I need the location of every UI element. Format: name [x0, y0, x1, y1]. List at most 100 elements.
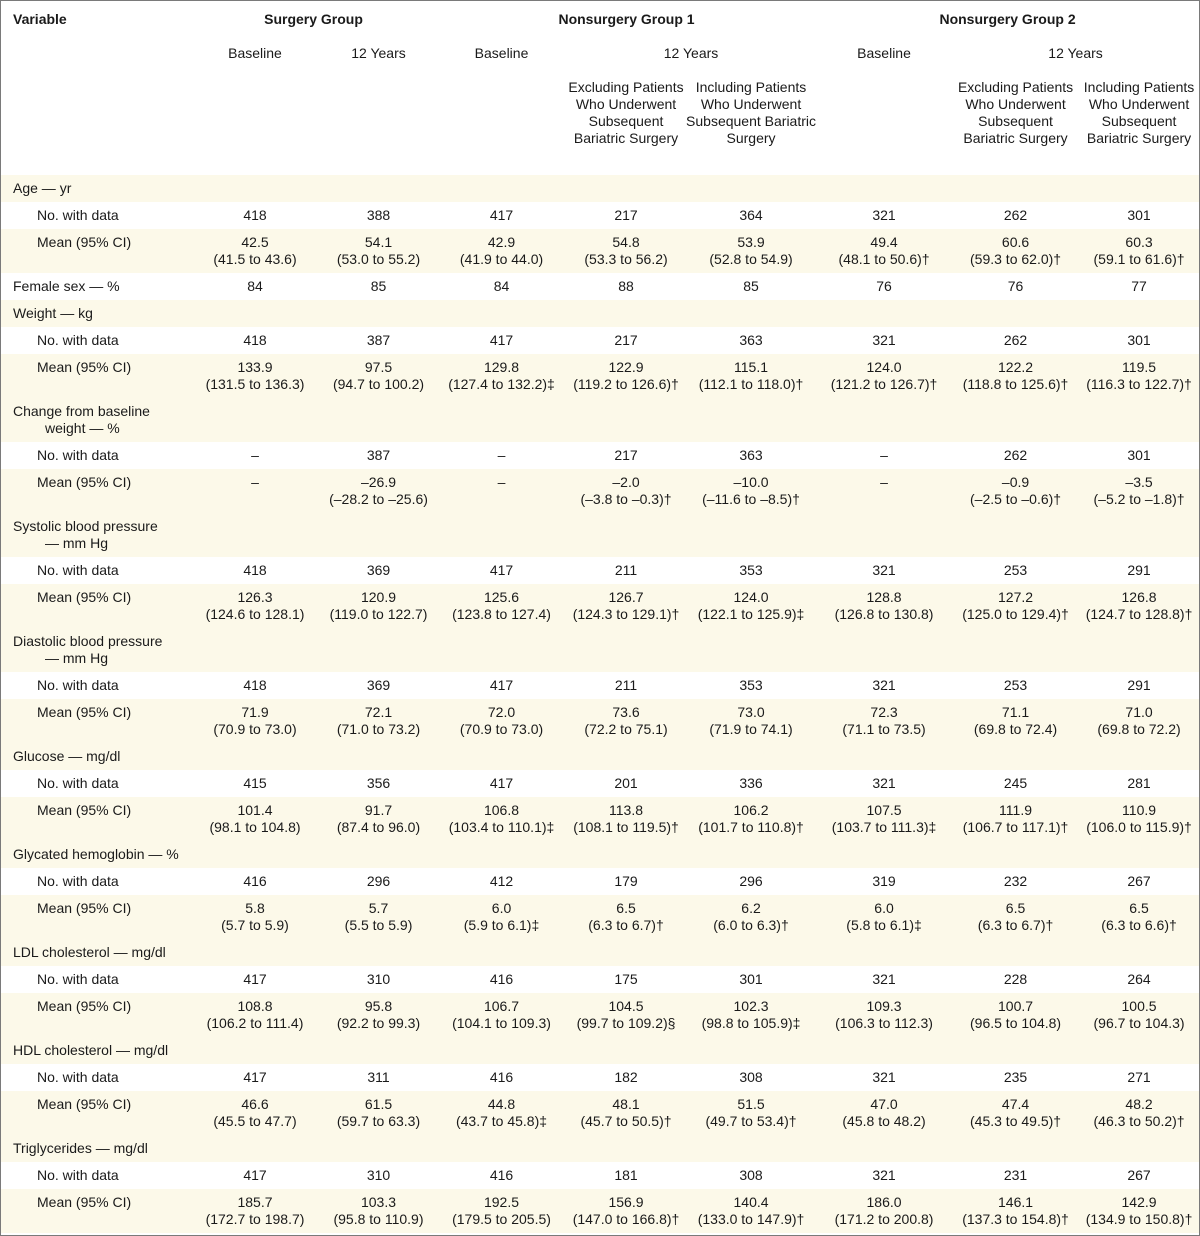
table-cell — [1079, 1135, 1200, 1162]
mean-value: 185.7 — [237, 1194, 273, 1210]
table-cell: 97.5 (94.7 to 100.2) — [320, 354, 438, 398]
table-row: No. with data 417 310 416 181 308 321 231 267 — [1, 1162, 1199, 1189]
section-header-row: Systolic blood pressure — mm Hg — [1, 513, 1200, 557]
confidence-interval: (59.7 to 63.3) — [336, 1113, 421, 1129]
mean-value: 73.0 — [737, 704, 765, 720]
table-cell — [190, 743, 320, 770]
confidence-interval: (103.4 to 110.1)‡ — [448, 819, 555, 835]
table-cell — [320, 939, 438, 966]
row-label: Mean (95% CI) — [1, 993, 190, 1037]
table-cell: 126.7 (124.3 to 129.1)† — [566, 584, 687, 628]
confidence-interval: (69.8 to 72.4) — [973, 721, 1058, 737]
mean-value: 124.0 — [733, 589, 769, 605]
table-cell: 61.5 (59.7 to 63.3) — [320, 1091, 438, 1135]
table-cell — [686, 1135, 817, 1162]
mean-value: 51.5 — [737, 1096, 765, 1112]
table-cell: 319 — [872, 873, 896, 889]
table-cell: 321 — [872, 775, 896, 791]
table-cell: 103.3 (95.8 to 110.9) — [320, 1189, 438, 1233]
confidence-interval: (49.7 to 53.4)† — [705, 1113, 797, 1129]
mean-value: 108.8 — [237, 998, 273, 1014]
table-cell: 310 — [366, 1167, 391, 1183]
table-row: Mean (95% CI) 101.4 (98.1 to 104.8) 91.7 (87… — [1, 797, 1200, 841]
table-row: No. with data 415 356 417 201 336 321 245 281 — [1, 770, 1199, 797]
table-cell — [1079, 841, 1200, 868]
table-cell — [437, 513, 567, 557]
table-cell: 133.9 (131.5 to 136.3) — [190, 354, 320, 398]
mean-value: 106.7 — [483, 998, 520, 1014]
confidence-interval: (96.7 to 104.3) — [1093, 1015, 1185, 1031]
table-cell: 119.5 (116.3 to 122.7)† — [1079, 354, 1200, 398]
table-cell: 281 — [1127, 775, 1151, 791]
table-cell — [437, 1037, 567, 1064]
table-cell — [437, 300, 567, 327]
table-cell — [952, 939, 1080, 966]
table-cell: 108.8 (106.2 to 111.4) — [190, 993, 320, 1037]
row-label: Diastolic blood pressure — mm Hg — [1, 628, 190, 672]
mean-value: 106.8 — [483, 802, 520, 818]
table-cell: 47.0 (45.8 to 48.2) — [816, 1091, 953, 1135]
table-cell: 126.8 (124.7 to 128.8)† — [1079, 584, 1200, 628]
mean-value: 91.7 — [364, 802, 393, 818]
table-cell: 95.8 (92.2 to 99.3) — [320, 993, 438, 1037]
table-cell: 186.0 (171.2 to 200.8) — [816, 1189, 953, 1233]
table-row: Mean (95% CI) – –26.9 (–28.2 to –25.6) – –2.0… — [1, 469, 1200, 513]
confidence-interval: (123.8 to 127.4) — [452, 606, 551, 622]
table-cell: 91.7 (87.4 to 96.0) — [320, 797, 438, 841]
table-cell: 179 — [614, 873, 638, 889]
mean-value: 124.0 — [866, 359, 902, 375]
table-cell: 110.9 (106.0 to 115.9)† — [1079, 797, 1200, 841]
confidence-interval: (104.1 to 109.3) — [452, 1015, 551, 1031]
row-label: Mean (95% CI) — [1, 895, 190, 939]
mean-value: 47.0 — [870, 1096, 898, 1112]
confidence-interval: (99.7 to 109.2)§ — [576, 1015, 676, 1031]
table-cell — [816, 628, 953, 672]
confidence-interval: (5.9 to 6.1)‡ — [463, 917, 540, 933]
table-cell: 267 — [1127, 873, 1151, 889]
table-cell: 73.0 (71.9 to 74.1) — [686, 699, 817, 743]
table-cell: –10.0 (–11.6 to –8.5)† — [686, 469, 817, 513]
table-cell: 126.3 (124.6 to 128.1) — [190, 584, 320, 628]
variable-header: Variable — [13, 11, 67, 27]
mean-value: 126.8 — [1121, 589, 1157, 605]
table-cell: – — [190, 469, 320, 513]
confidence-interval: (147.0 to 166.8)† — [572, 1211, 680, 1227]
table-cell: 100.5 (96.7 to 104.3) — [1079, 993, 1200, 1037]
surgery-group-header: Surgery Group — [264, 11, 363, 27]
mean-value: 186.0 — [866, 1194, 902, 1210]
confidence-interval: (98.1 to 104.8) — [209, 819, 301, 835]
table-cell — [1079, 1037, 1200, 1064]
section-header-row: Age — yr — [1, 175, 1200, 202]
confidence-interval: (94.7 to 100.2) — [332, 376, 425, 392]
confidence-interval: (133.0 to 147.9)† — [697, 1211, 805, 1227]
row-label: No. with data — [37, 562, 119, 578]
table-cell: 364 — [739, 207, 763, 223]
row-label: Glucose — mg/dl — [1, 743, 190, 770]
table-cell: 245 — [1003, 775, 1028, 791]
table-cell: 51.5 (49.7 to 53.4)† — [686, 1091, 817, 1135]
table-cell: 235 — [1003, 1069, 1028, 1085]
confidence-interval: (59.1 to 61.6)† — [1093, 251, 1185, 267]
table-cell: 353 — [739, 562, 763, 578]
table-cell: 296 — [739, 873, 763, 889]
nonsurgery1-12-years-header: 12 Years — [663, 45, 719, 61]
table-cell: 232 — [1003, 873, 1028, 889]
table-cell: 369 — [366, 562, 391, 578]
mean-value: 6.0 — [491, 900, 512, 916]
table-cell: 107.5 (103.7 to 111.3)‡ — [816, 797, 953, 841]
mean-value: 113.8 — [609, 802, 644, 818]
table-cell: 253 — [1003, 677, 1028, 693]
table-cell: 387 — [366, 447, 391, 463]
table-cell: 47.4 (45.3 to 49.5)† — [952, 1091, 1080, 1135]
table-cell: 356 — [366, 775, 391, 791]
confidence-interval: (95.8 to 110.9) — [333, 1211, 424, 1227]
table-cell: 181 — [614, 1167, 638, 1183]
mean-value: 104.5 — [608, 998, 644, 1014]
mean-value: –26.9 — [360, 474, 397, 490]
table-cell — [190, 398, 320, 442]
table-cell — [686, 628, 817, 672]
table-cell — [320, 743, 438, 770]
confidence-interval: (101.7 to 110.8)† — [698, 819, 804, 835]
mean-value: – — [497, 474, 506, 490]
mean-value: 60.6 — [1001, 234, 1030, 250]
